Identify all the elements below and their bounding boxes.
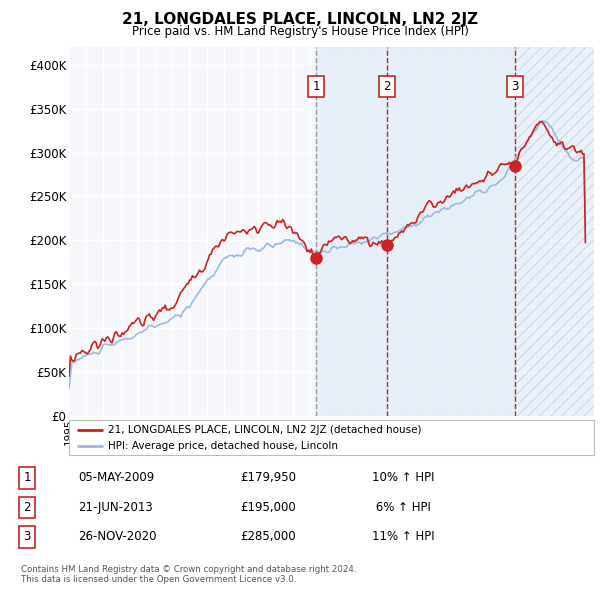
Text: £179,950: £179,950 [240, 471, 296, 484]
Text: 10% ↑ HPI: 10% ↑ HPI [372, 471, 434, 484]
Bar [515, 47, 594, 416]
Text: 21, LONGDALES PLACE, LINCOLN, LN2 2JZ (detached house): 21, LONGDALES PLACE, LINCOLN, LN2 2JZ (d… [109, 425, 422, 435]
Text: £285,000: £285,000 [240, 530, 296, 543]
Text: 2: 2 [383, 80, 391, 93]
Text: 2: 2 [23, 501, 31, 514]
Text: 26-NOV-2020: 26-NOV-2020 [78, 530, 157, 543]
Text: 11% ↑ HPI: 11% ↑ HPI [372, 530, 434, 543]
Text: Price paid vs. HM Land Registry's House Price Index (HPI): Price paid vs. HM Land Registry's House … [131, 25, 469, 38]
Text: £195,000: £195,000 [240, 501, 296, 514]
Text: HPI: Average price, detached house, Lincoln: HPI: Average price, detached house, Linc… [109, 441, 338, 451]
Text: 6% ↑ HPI: 6% ↑ HPI [372, 501, 431, 514]
Text: 3: 3 [23, 530, 31, 543]
Text: 3: 3 [511, 80, 518, 93]
Bar [515, 47, 594, 416]
Text: 05-MAY-2009: 05-MAY-2009 [78, 471, 154, 484]
Text: 21-JUN-2013: 21-JUN-2013 [78, 501, 153, 514]
Text: 1: 1 [23, 471, 31, 484]
Bar [316, 47, 387, 416]
Text: Contains HM Land Registry data © Crown copyright and database right 2024.
This d: Contains HM Land Registry data © Crown c… [21, 565, 356, 584]
Text: 1: 1 [312, 80, 320, 93]
Bar [387, 47, 515, 416]
Text: 21, LONGDALES PLACE, LINCOLN, LN2 2JZ: 21, LONGDALES PLACE, LINCOLN, LN2 2JZ [122, 12, 478, 27]
